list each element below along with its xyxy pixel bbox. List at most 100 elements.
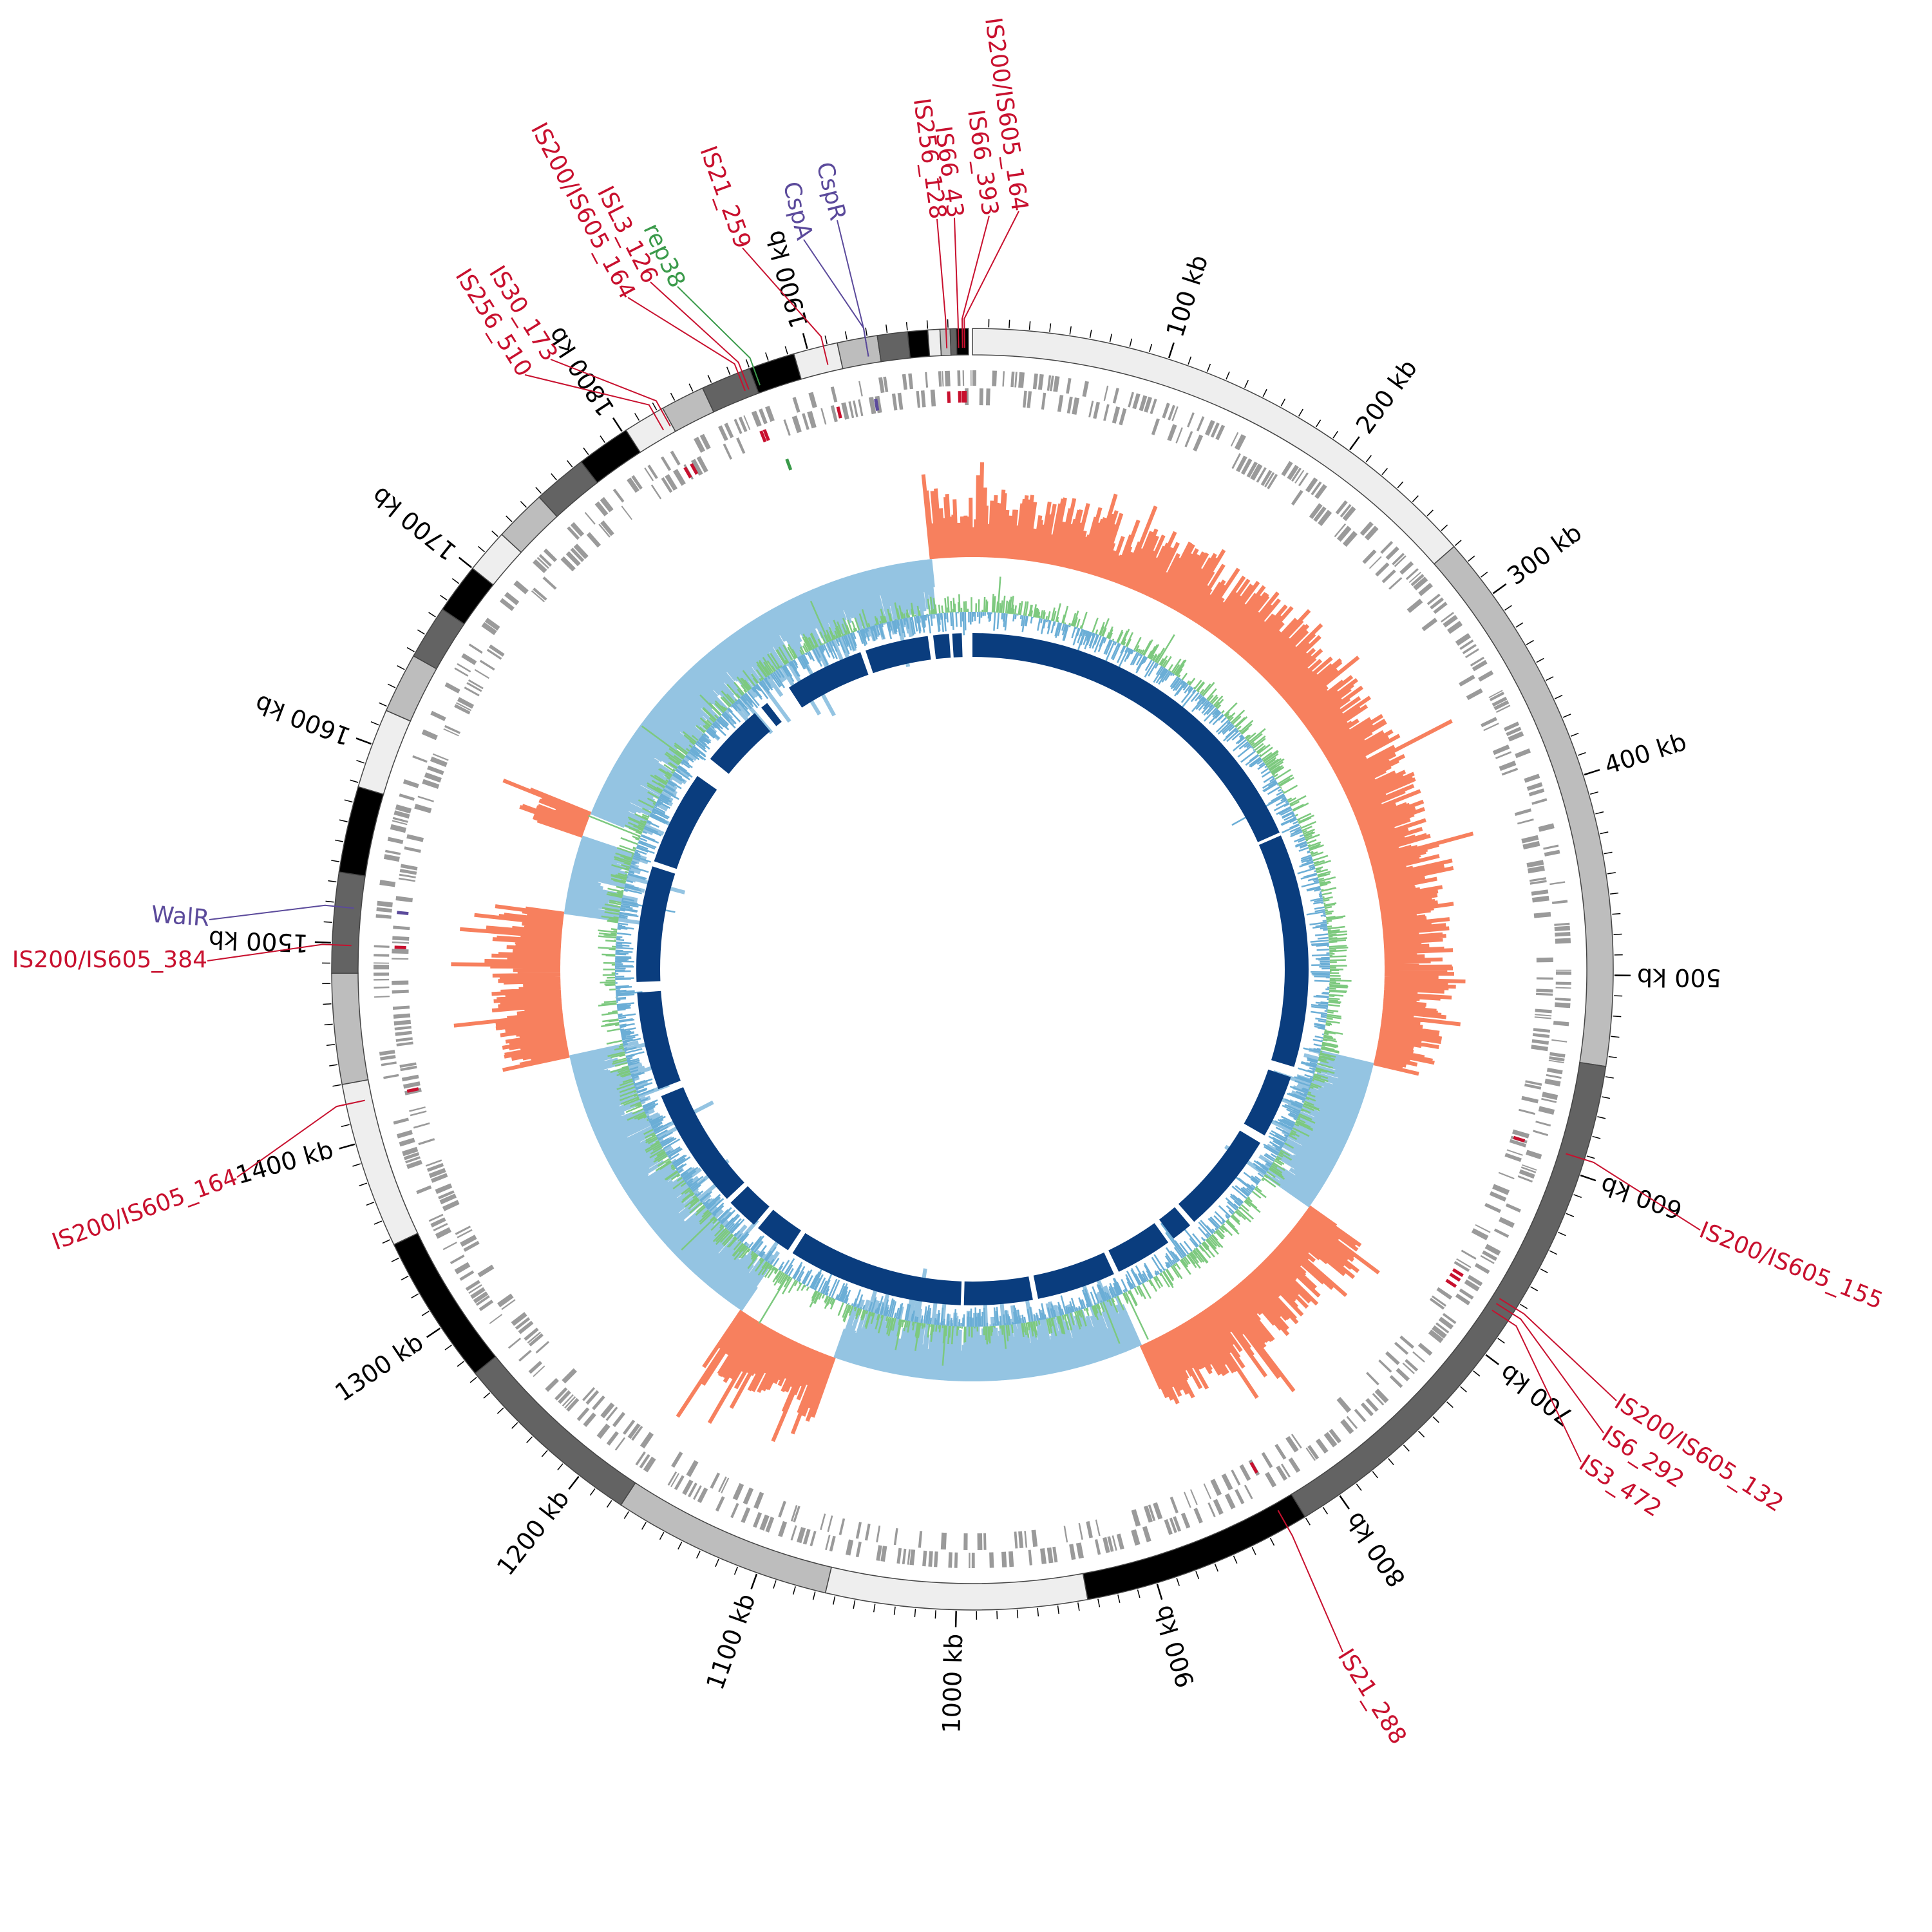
tick-mark [551,473,557,480]
annotation-label-16: IS200/IS605_155 [1696,1217,1886,1315]
tick-mark [1009,319,1010,328]
tick-mark [670,392,676,401]
tick-mark [526,1436,533,1443]
contig-segment-10 [331,972,369,1085]
tick-mark [1577,752,1586,756]
feature-mark-9 [762,429,770,441]
homology-block-11 [730,1186,770,1225]
tick-mark [589,1488,596,1496]
tick-mark [326,1044,335,1046]
tick-mark [557,1463,564,1471]
tick-mark [332,1084,341,1087]
homology-block-8 [963,1276,1033,1305]
tick-mark [1607,872,1616,875]
tick-mark [1590,791,1598,795]
feature-mark-7 [836,406,842,419]
contig-segment-23 [701,368,759,413]
contig-segment-28 [907,329,931,359]
tick-mark [324,1023,333,1026]
tick-mark [1600,831,1609,835]
homology-ring [636,633,1309,1305]
tick-mark [329,1064,338,1066]
tick-mark [1592,1135,1601,1139]
tick-mark [325,900,334,903]
feature-mark-12 [683,466,692,478]
tick-label-300: 300 kb [1502,518,1587,591]
tick-mark [1129,338,1133,347]
feature-mark-13 [397,911,409,916]
feature-mark-8 [785,458,793,471]
homology-block-1 [972,633,1280,842]
feature-mark-10 [759,430,767,442]
tick-mark [583,448,589,455]
tick-mark [1233,1555,1238,1564]
tick-mark [334,839,344,842]
tick-mark [677,1541,683,1549]
annotation-leader-13 [209,904,354,920]
tick-label-400: 400 kb [1601,727,1690,780]
tick-mark [1244,379,1249,388]
contig-segment-11 [331,871,366,974]
annotation-leader-14 [207,943,352,961]
tick-mark [1586,1155,1595,1159]
tick-mark [1611,1036,1620,1038]
annotation-leader-7 [742,247,829,365]
tick-mark [641,1522,647,1530]
tick-mark [1388,1458,1394,1466]
annotation-leader-2 [954,217,960,348]
tick-mark [382,1239,391,1244]
tick-mark [417,629,425,635]
tick-mark [428,612,436,618]
tick-mark [934,1610,936,1619]
contig-segment-14 [385,655,437,722]
tick-mark [1077,1602,1080,1611]
tick-mark [1037,1607,1039,1616]
tick-label-1600: 1600 kb [251,689,355,751]
tick-mark [926,320,929,329]
tick-mark [1608,1056,1617,1059]
tick-mark [1057,1605,1059,1615]
tick-mark [355,737,372,745]
feature-mark-15 [406,1087,419,1093]
tick-mark [1601,1096,1611,1099]
tick-mark [1613,1015,1622,1018]
tick-mark [1604,851,1613,855]
tick-mark [1149,343,1153,352]
tick-mark [1613,933,1622,935]
tick-mark [511,1422,518,1429]
annotation-leader-9 [650,281,750,390]
tick-mark [893,1606,896,1615]
homology-block-3 [1244,1069,1291,1136]
tick-mark [1573,1194,1582,1198]
tick-mark [707,375,712,383]
annotation-leader-1 [936,218,948,348]
tick-mark [401,1275,409,1281]
tick-mark [339,1143,355,1150]
homology-block-7 [1033,1252,1114,1299]
tick-mark [1305,1517,1311,1526]
homology-block-19 [866,636,931,674]
tick-mark [726,366,731,375]
tick-mark [1426,509,1434,516]
gc-skew-negative [564,559,1374,1382]
tick-mark [1473,1370,1481,1377]
annotation-label-7: IS21_259 [694,142,755,252]
tick-mark [411,1293,419,1299]
tick-mark [612,417,623,432]
tick-mark [1251,1547,1256,1555]
tick-label-900: 900 kb [1149,1602,1200,1691]
feature-mark-16 [1513,1135,1526,1143]
tick-mark [1339,1495,1350,1510]
contig-segment-27 [876,331,911,363]
tick-mark [366,1202,375,1206]
tick-mark [457,1361,464,1367]
tick-mark [1349,436,1360,451]
tick-mark [1412,495,1419,502]
tick-mark [1269,1537,1275,1546]
tick-mark [773,1580,777,1589]
tick-mark [1562,714,1571,718]
annotation-leader-10 [627,297,746,392]
tick-mark [1446,1401,1454,1408]
